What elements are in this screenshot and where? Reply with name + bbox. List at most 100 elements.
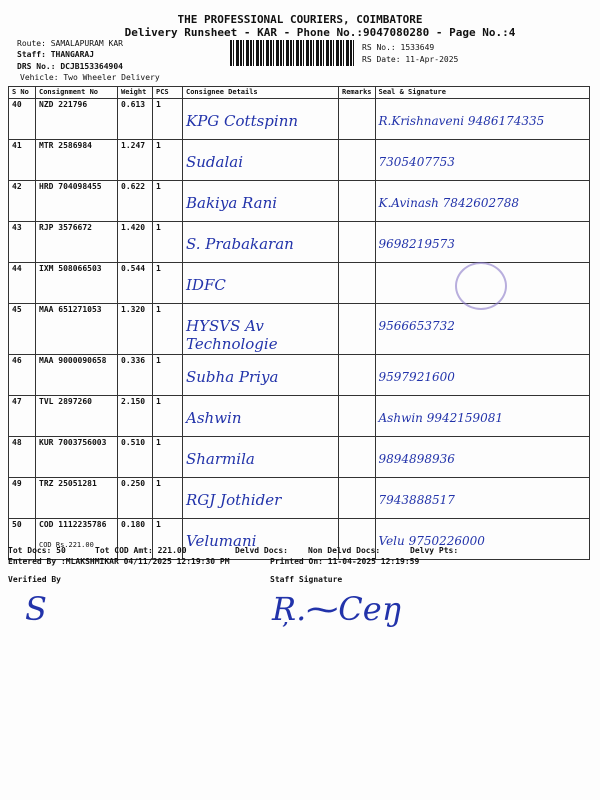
serial-number-text: 40 xyxy=(12,100,22,109)
serial-number: 48 xyxy=(8,436,36,478)
consignment-number-text: COD 1112235786 xyxy=(39,520,107,529)
consignment-number-text: NZD 221796 xyxy=(39,100,88,109)
total-cod-amount: Tot COD Amt: 221.00 xyxy=(95,546,187,555)
consignment-number: MTR 2586984 xyxy=(35,139,118,181)
consignment-number-text: MAA 9000090658 xyxy=(39,356,107,365)
remarks xyxy=(338,477,376,519)
remarks xyxy=(338,518,376,560)
pieces: 1 xyxy=(152,354,183,396)
consignee-details-text: Bakiya Rani xyxy=(186,194,278,212)
consignee-details: RGJ Jothider xyxy=(182,477,339,519)
weight-text: 2.150 xyxy=(121,397,146,406)
consignment-number: RJP 3576672 xyxy=(35,221,118,263)
serial-number: 49 xyxy=(8,477,36,519)
consignee-details-text: Ashwin xyxy=(186,409,242,427)
consignment-number-text: IXM 508066503 xyxy=(39,264,102,273)
weight: 0.613 xyxy=(117,98,153,140)
route: Route: SAMALAPURAM KAR xyxy=(17,39,123,48)
seal-signature: 9597921600 xyxy=(374,354,591,396)
remarks xyxy=(338,395,376,437)
consignee-details: Velumani xyxy=(182,518,339,560)
seal-signature: Velu 9750226000 xyxy=(374,518,591,560)
weight: 0.544 xyxy=(117,262,153,304)
drs-number: DRS No.: DCJB153364904 xyxy=(17,62,123,71)
column-header: Seal & Signature xyxy=(374,86,591,99)
seal-signature-text: 9698219573 xyxy=(378,237,455,251)
pieces-text: 1 xyxy=(156,305,161,314)
serial-number-text: 44 xyxy=(12,264,22,273)
pieces-text: 1 xyxy=(156,264,161,273)
pieces-text: 1 xyxy=(156,520,161,529)
consignment-number: MAA 651271053 xyxy=(35,303,118,355)
table-row: 42 HRD 704098455 0.622 1 Bakiya Rani K.Avinas… xyxy=(8,180,591,222)
seal-signature-text: 9597921600 xyxy=(378,370,455,384)
pieces-text: 1 xyxy=(156,100,161,109)
table-row: 43 RJP 3576672 1.420 1 S. Prabakaran 96982195… xyxy=(8,221,591,263)
serial-number: 50 xyxy=(8,518,36,560)
table-row: 49 TRZ 25051281 0.250 1 RGJ Jothider 79438885… xyxy=(8,477,591,519)
table-row: 47 TVL 2897260 2.150 1 Ashwin Ashwin 99421590… xyxy=(8,395,591,437)
pieces-text: 1 xyxy=(156,223,161,232)
column-header: PCS xyxy=(152,86,183,99)
consignee-details: HYSVS Av Technologie xyxy=(182,303,339,355)
remarks xyxy=(338,354,376,396)
company-title: THE PROFESSIONAL COURIERS, COIMBATORE xyxy=(177,13,423,26)
table-row: 48 KUR 7003756003 0.510 1 Sharmila 9894898936 xyxy=(8,436,591,478)
serial-number-text: 43 xyxy=(12,223,22,232)
pieces: 1 xyxy=(152,221,183,263)
weight-text: 0.613 xyxy=(121,100,146,109)
weight-text: 0.544 xyxy=(121,264,146,273)
seal-signature: K.Avinash 7842602788 xyxy=(374,180,591,222)
rs-date: RS Date: 11-Apr-2025 xyxy=(362,55,459,64)
consignee-details: IDFC xyxy=(182,262,339,304)
pieces: 1 xyxy=(152,139,183,181)
remarks xyxy=(338,221,376,263)
serial-number-text: 42 xyxy=(12,182,22,191)
serial-number-text: 41 xyxy=(12,141,22,150)
pieces-text: 1 xyxy=(156,479,161,488)
weight-text: 1.320 xyxy=(121,305,146,314)
consignment-number-text: RJP 3576672 xyxy=(39,223,92,232)
staff-signature: Ŗ.⁓Ceŋ xyxy=(272,590,403,628)
seal-signature: 7305407753 xyxy=(374,139,591,181)
runsheet-subtitle: Delivery Runsheet - KAR - Phone No.:9047… xyxy=(124,26,516,39)
rs-number: RS No.: 1533649 xyxy=(362,43,435,52)
consignee-details-text: Sudalai xyxy=(186,153,244,171)
seal-signature-text: 9566653732 xyxy=(378,319,455,333)
seal-signature-text: K.Avinash 7842602788 xyxy=(378,196,520,210)
consignment-number: IXM 508066503 xyxy=(35,262,118,304)
column-header: Weight xyxy=(117,86,153,99)
consignee-details: S. Prabakaran xyxy=(182,221,339,263)
seal-signature-text: Ashwin 9942159081 xyxy=(378,411,504,425)
pieces: 1 xyxy=(152,303,183,355)
serial-number: 45 xyxy=(8,303,36,355)
entered-by: Entered By :MLAKSHMIKAR 04/11/2025 12:19… xyxy=(8,557,230,566)
verifier-signature: S xyxy=(25,590,47,628)
consignee-details: Subha Priya xyxy=(182,354,339,396)
cod-note: COD Rs.221.00 xyxy=(39,541,94,549)
consignee-details-text: RGJ Jothider xyxy=(186,491,282,509)
weight-text: 0.510 xyxy=(121,438,146,447)
serial-number-text: 46 xyxy=(12,356,22,365)
consignment-number: COD 1112235786 COD Rs.221.00 xyxy=(35,518,118,560)
weight: 0.510 xyxy=(117,436,153,478)
serial-number: 41 xyxy=(8,139,36,181)
remarks xyxy=(338,98,376,140)
serial-number-text: 48 xyxy=(12,438,22,447)
pieces: 1 xyxy=(152,477,183,519)
consignee-details: Bakiya Rani xyxy=(182,180,339,222)
consignment-number-text: MAA 651271053 xyxy=(39,305,102,314)
table-row: 44 IXM 508066503 0.544 1 IDFC xyxy=(8,262,591,304)
company-seal xyxy=(455,262,507,310)
serial-number-text: 45 xyxy=(12,305,22,314)
seal-signature: 7943888517 xyxy=(374,477,591,519)
weight-text: 0.180 xyxy=(121,520,146,529)
consignment-number: KUR 7003756003 xyxy=(35,436,118,478)
consignee-details: Sudalai xyxy=(182,139,339,181)
serial-number: 43 xyxy=(8,221,36,263)
seal-signature: 9566653732 xyxy=(374,303,591,355)
pieces-text: 1 xyxy=(156,397,161,406)
seal-signature: R.Krishnaveni 9486174335 xyxy=(374,98,591,140)
seal-signature: Ashwin 9942159081 xyxy=(374,395,591,437)
staff-signature-label: Staff Signature xyxy=(270,575,343,584)
